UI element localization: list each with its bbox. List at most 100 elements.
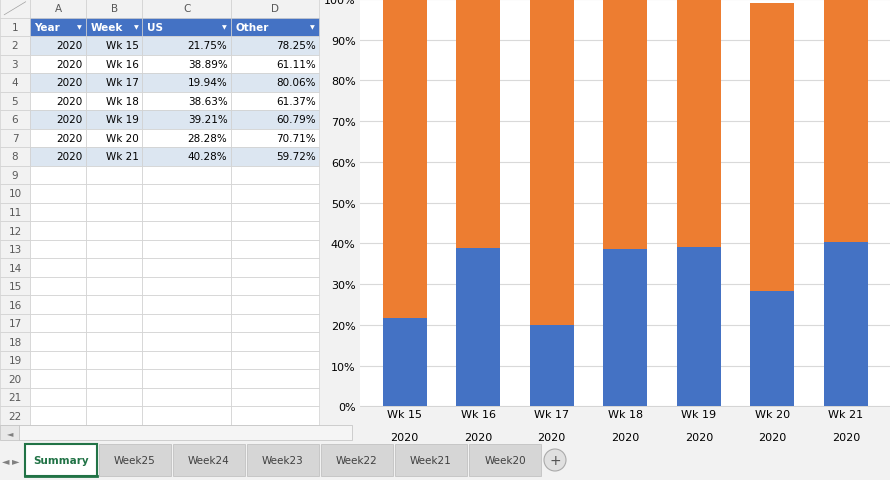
Bar [30, 259, 86, 277]
Bar [530, 0, 574, 325]
Bar [231, 222, 320, 240]
Bar [86, 130, 142, 148]
Text: 39.21%: 39.21% [188, 115, 228, 125]
Bar [0, 425, 20, 440]
Bar [530, 325, 574, 407]
Text: 13: 13 [8, 244, 21, 254]
Bar [456, 0, 500, 249]
Bar [30, 37, 86, 56]
Text: 5: 5 [12, 96, 19, 107]
Bar [30, 296, 86, 314]
Bar [231, 74, 320, 93]
Bar [142, 259, 231, 277]
Bar [0, 388, 30, 407]
Text: 21.75%: 21.75% [188, 41, 228, 51]
Text: 1: 1 [12, 23, 19, 33]
Bar [231, 0, 320, 19]
Text: 38.63%: 38.63% [188, 96, 228, 107]
Text: 2020: 2020 [56, 41, 83, 51]
Bar [231, 19, 320, 37]
Bar [142, 19, 231, 37]
Bar [142, 351, 231, 370]
Text: Week20: Week20 [484, 455, 526, 465]
Text: 11: 11 [8, 207, 21, 217]
Bar [231, 111, 320, 130]
Bar [86, 388, 142, 407]
Bar [25, 444, 97, 476]
Bar [142, 111, 231, 130]
Text: 22: 22 [8, 411, 21, 421]
Bar [86, 333, 142, 351]
Bar [30, 277, 86, 296]
Text: Week21: Week21 [410, 455, 452, 465]
Bar [86, 314, 142, 333]
Text: 4: 4 [12, 78, 19, 88]
Bar [0, 204, 30, 222]
Bar [86, 204, 142, 222]
Bar [142, 204, 231, 222]
Bar [86, 56, 142, 74]
Text: D: D [271, 4, 279, 14]
Text: Other: Other [235, 23, 269, 33]
Text: 17: 17 [8, 318, 21, 328]
Text: 2020: 2020 [56, 115, 83, 125]
Text: ◄: ◄ [3, 455, 10, 465]
Text: Week24: Week24 [188, 455, 230, 465]
Text: Wk 20: Wk 20 [106, 133, 139, 144]
Bar [86, 185, 142, 204]
Bar [676, 247, 721, 407]
Bar [824, 0, 868, 243]
Bar [142, 333, 231, 351]
Bar [99, 444, 171, 476]
Text: 19.94%: 19.94% [188, 78, 228, 88]
Bar [383, 0, 426, 318]
Bar [0, 74, 30, 93]
Bar [231, 93, 320, 111]
Text: 10: 10 [8, 189, 21, 199]
Bar [750, 4, 795, 291]
Bar [0, 56, 30, 74]
Bar [142, 296, 231, 314]
Bar [231, 296, 320, 314]
Bar [0, 296, 30, 314]
Bar [0, 93, 30, 111]
Bar [142, 56, 231, 74]
Text: B: B [110, 4, 117, 14]
Bar [30, 74, 86, 93]
Bar [30, 93, 86, 111]
Bar [30, 333, 86, 351]
Bar [750, 291, 795, 407]
Bar [231, 277, 320, 296]
Text: Wk 21: Wk 21 [106, 152, 139, 162]
Bar [469, 444, 541, 476]
Bar [231, 388, 320, 407]
Bar [86, 370, 142, 388]
Bar [142, 277, 231, 296]
Bar [142, 388, 231, 407]
Bar [0, 314, 30, 333]
Text: 59.72%: 59.72% [276, 152, 316, 162]
Bar [0, 277, 30, 296]
Bar [231, 407, 320, 425]
Text: 2020: 2020 [56, 96, 83, 107]
Bar [86, 277, 142, 296]
Bar [0, 0, 30, 19]
Text: 15: 15 [8, 281, 21, 291]
Text: 60.79%: 60.79% [276, 115, 316, 125]
Bar [142, 407, 231, 425]
Bar [30, 167, 86, 185]
Bar [86, 111, 142, 130]
Bar [86, 37, 142, 56]
Bar [0, 240, 30, 259]
Text: Week: Week [91, 23, 123, 33]
Text: ▼: ▼ [134, 25, 138, 30]
Text: 21: 21 [8, 392, 21, 402]
Text: ◄: ◄ [6, 428, 13, 437]
Text: 8: 8 [12, 152, 19, 162]
Text: Week22: Week22 [336, 455, 378, 465]
Bar [86, 407, 142, 425]
Text: Summary: Summary [33, 455, 89, 465]
Bar [0, 185, 30, 204]
Bar [86, 240, 142, 259]
Text: 2020: 2020 [56, 133, 83, 144]
